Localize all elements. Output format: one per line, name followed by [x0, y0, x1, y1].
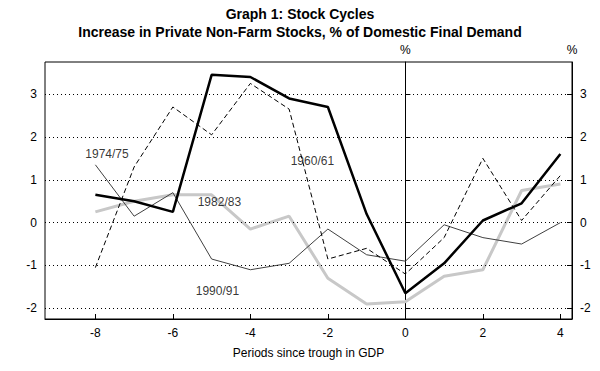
svg-text:1960/61: 1960/61	[291, 154, 335, 168]
svg-text:Graph 1: Stock Cycles: Graph 1: Stock Cycles	[226, 6, 375, 22]
svg-text:-2: -2	[580, 301, 591, 315]
svg-text:0: 0	[402, 326, 409, 340]
svg-text:-6: -6	[168, 326, 179, 340]
svg-text:-1: -1	[580, 258, 591, 272]
svg-text:1: 1	[580, 173, 587, 187]
svg-text:0: 0	[30, 216, 37, 230]
svg-text:-8: -8	[90, 326, 101, 340]
svg-text:1990/91: 1990/91	[196, 284, 240, 298]
svg-text:-4: -4	[245, 326, 256, 340]
svg-text:3: 3	[30, 87, 37, 101]
svg-text:1974/75: 1974/75	[85, 147, 129, 161]
svg-text:%: %	[567, 43, 578, 57]
svg-text:1982/83: 1982/83	[198, 195, 242, 209]
svg-text:3: 3	[580, 87, 587, 101]
svg-text:0: 0	[580, 216, 587, 230]
svg-text:4: 4	[557, 326, 564, 340]
svg-text:%: %	[400, 43, 411, 57]
svg-text:-2: -2	[26, 301, 37, 315]
svg-text:2: 2	[480, 326, 487, 340]
svg-text:1: 1	[30, 173, 37, 187]
svg-text:-2: -2	[323, 326, 334, 340]
svg-text:Periods since trough in GDP: Periods since trough in GDP	[233, 346, 384, 360]
svg-text:Increase in Private Non-Farm S: Increase in Private Non-Farm Stocks, % o…	[78, 24, 521, 40]
svg-text:2: 2	[580, 130, 587, 144]
svg-text:-1: -1	[26, 258, 37, 272]
svg-text:2: 2	[30, 130, 37, 144]
